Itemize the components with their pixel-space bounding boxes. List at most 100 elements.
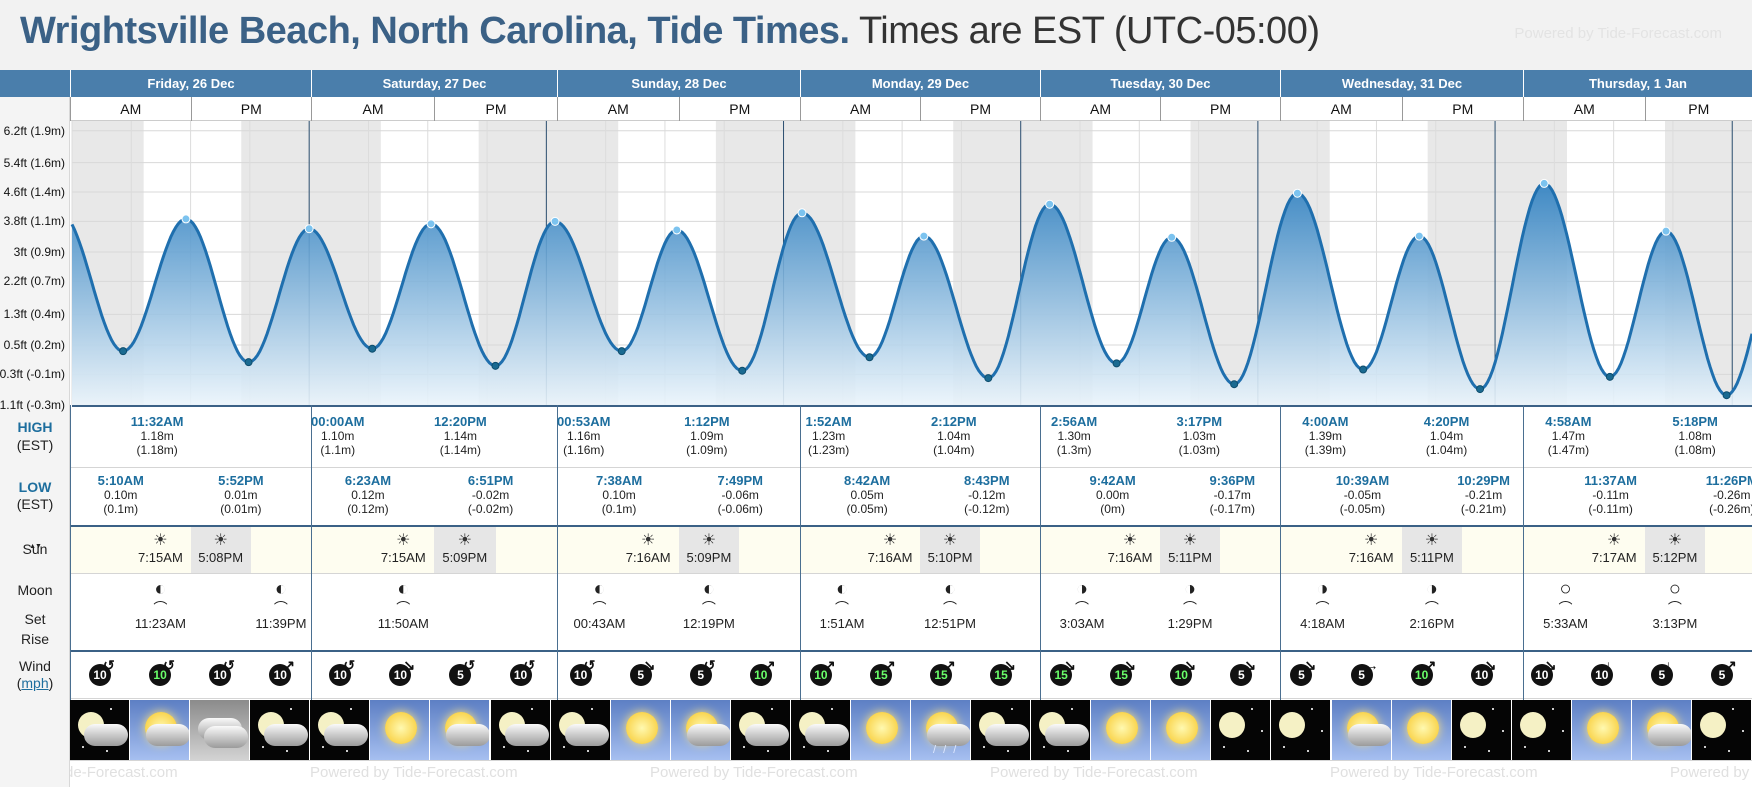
moonrise-cell: ◐ ⌒ 1:51AM (812, 578, 872, 631)
day-header-cell: Friday, 26 Dec (70, 70, 311, 97)
row-divider (70, 573, 1752, 574)
wind-speed-badge: 5 ↺ (689, 657, 715, 686)
powered-by-footer: Powered by Tide-Forecast.com Powered by T… (70, 764, 1752, 782)
low-tide-height: -0.21m (1464, 488, 1503, 502)
moonset-time: 3:13PM (1652, 616, 1698, 631)
high-tide-cell: 1:12PM 1.09m (1.09m) (684, 415, 730, 458)
sun-label: Sun (22, 541, 48, 557)
moon-phase-icon: ◐ (154, 578, 167, 600)
low-tide-height: 0.12m (351, 488, 385, 502)
star-icon (1247, 750, 1250, 752)
star-icon (586, 750, 589, 752)
sunrise-time: 7:16AM (1348, 550, 1394, 565)
sun-icon (625, 712, 658, 744)
moonrise-cell: ◐ ⌒ 11:50AM (373, 578, 435, 631)
moonrise-icon: ⌒ (592, 600, 607, 616)
low-label: LOW (18, 479, 52, 495)
high-tide-time: 4:20PM (1423, 414, 1470, 429)
weather-icon-day-sunny (370, 700, 430, 760)
star-icon (1067, 750, 1070, 752)
star-icon (742, 746, 745, 748)
low-tide-height-alt: (0.12m) (347, 502, 389, 516)
star-icon (1307, 750, 1310, 752)
wind-direction-icon: ↘ (643, 657, 656, 673)
wind-speed-badge: 10 ↘ (1470, 657, 1496, 686)
low-tide-cell: 10:29PM -0.21m (-0.21m) (1457, 474, 1510, 517)
day-header-cell: Monday, 29 Dec (800, 70, 1040, 97)
moonrise-cell: ◑ ⌒ 4:18AM (1292, 578, 1353, 631)
high-tide-height: 1.18m (140, 429, 174, 443)
wind-unit-label: (mph) (16, 675, 54, 691)
moonset-time: 1:29PM (1167, 616, 1213, 631)
low-tide-time: 6:23AM (344, 473, 392, 488)
pm-label: PM (190, 97, 312, 121)
wind-direction-icon: ↘ (1184, 657, 1197, 673)
tide-curve (70, 181, 1752, 397)
sunrise-icon: ☀ (396, 532, 411, 549)
high-tide-time: 5:18PM (1672, 414, 1718, 429)
high-tide-cell: 11:32AM 1.18m (1.18m) (131, 415, 184, 458)
low-tide-cell: 6:23AM 0.12m (0.12m) (344, 473, 392, 517)
day-divider (1040, 405, 1041, 760)
sunrise-icon: ☀ (1363, 532, 1379, 549)
wind-label: Wind (19, 658, 51, 674)
wind-cell: 10 ↘ (1151, 657, 1211, 686)
weather-icon-day-sunny (1091, 700, 1151, 760)
night-background (72, 121, 1752, 405)
moonrise-cell: ○ ⌒ 5:33AM (1535, 578, 1596, 631)
low-tide-point (1722, 391, 1731, 400)
wind-cell: 15 ↘ (1031, 657, 1091, 686)
low-tide-point (1476, 385, 1485, 394)
high-tide-cell: 1:52AM 1.23m (1.23m) (806, 415, 852, 458)
moon-phase-icon: ◑ (1425, 578, 1438, 600)
wind-unit-link[interactable]: mph (21, 675, 49, 691)
sun-arrows-icon: ▲▼ (29, 543, 42, 550)
powered-by-footer-text: Powered by Tide-Forecast.com (70, 764, 178, 781)
star-icon (1321, 730, 1324, 732)
moonrise-time: 4:18AM (1300, 616, 1345, 631)
low-tide-point (1359, 365, 1368, 374)
sun-icon (1166, 712, 1199, 744)
am-label: AM (1280, 97, 1402, 121)
wind-direction-icon: ↗ (283, 657, 295, 673)
daylight-band (618, 121, 716, 405)
star-icon (106, 750, 108, 752)
wind-speed-badge: 10 ↺ (569, 657, 595, 686)
star-icon (346, 750, 349, 752)
high-tide-cell: 2:12PM 1.04m (1.04m) (931, 415, 977, 458)
high-tide-time: 4:58AM (1545, 414, 1592, 429)
wind-speed-badge: 15 ↘ (1050, 657, 1076, 686)
weather-icon-night-cloudy (70, 700, 130, 760)
low-tide-time: 9:36PM (1209, 473, 1256, 488)
low-tide-height-alt: (-0.11m) (1588, 502, 1633, 516)
moonrise-icon: ⌒ (1315, 600, 1330, 616)
high-tide-height-alt: (1.1m) (320, 443, 356, 457)
y-axis-tick-label: 3.8ft (1.1m) (3, 214, 65, 229)
wind-cell: 5 → (1332, 657, 1392, 686)
sunset-icon: ☀ (457, 532, 472, 549)
row-divider (70, 650, 1752, 652)
high-tide-cell: 12:20PM 1.14m (1.14m) (434, 415, 487, 458)
wind-speed-badge: 10 ↺ (89, 657, 115, 686)
high-tide-point (1292, 188, 1302, 198)
star-icon (766, 750, 769, 752)
sunrise-time: 7:17AM (1591, 550, 1637, 565)
daylight-band (380, 121, 479, 405)
cloud-icon (1647, 724, 1691, 746)
cloud-icon (146, 724, 190, 746)
wind-speed-badge: 10 ↺ (149, 657, 175, 686)
weather-icon-cloudy (190, 700, 250, 760)
moonrise-time: 3:03AM (1059, 616, 1105, 631)
low-tide-point (617, 347, 626, 356)
sunrise-cell: ☀ 7:16AM (1100, 532, 1160, 565)
sunset-icon: ☀ (1667, 532, 1683, 549)
wind-cell: 5 ↓ (1632, 657, 1692, 686)
wind-cell: 5 ↘ (611, 657, 671, 686)
low-tide-time: 7:49PM (717, 473, 763, 488)
high-tide-height-alt: (1.08m) (1674, 443, 1716, 457)
wind-cell: 10 ↗ (791, 657, 851, 686)
sunset-icon: ☀ (1182, 532, 1198, 549)
cloud-icon (504, 724, 549, 746)
low-tide-cell: 10:39AM -0.05m (-0.05m) (1336, 474, 1389, 517)
high-tide-height: 1.08m (1678, 429, 1712, 443)
